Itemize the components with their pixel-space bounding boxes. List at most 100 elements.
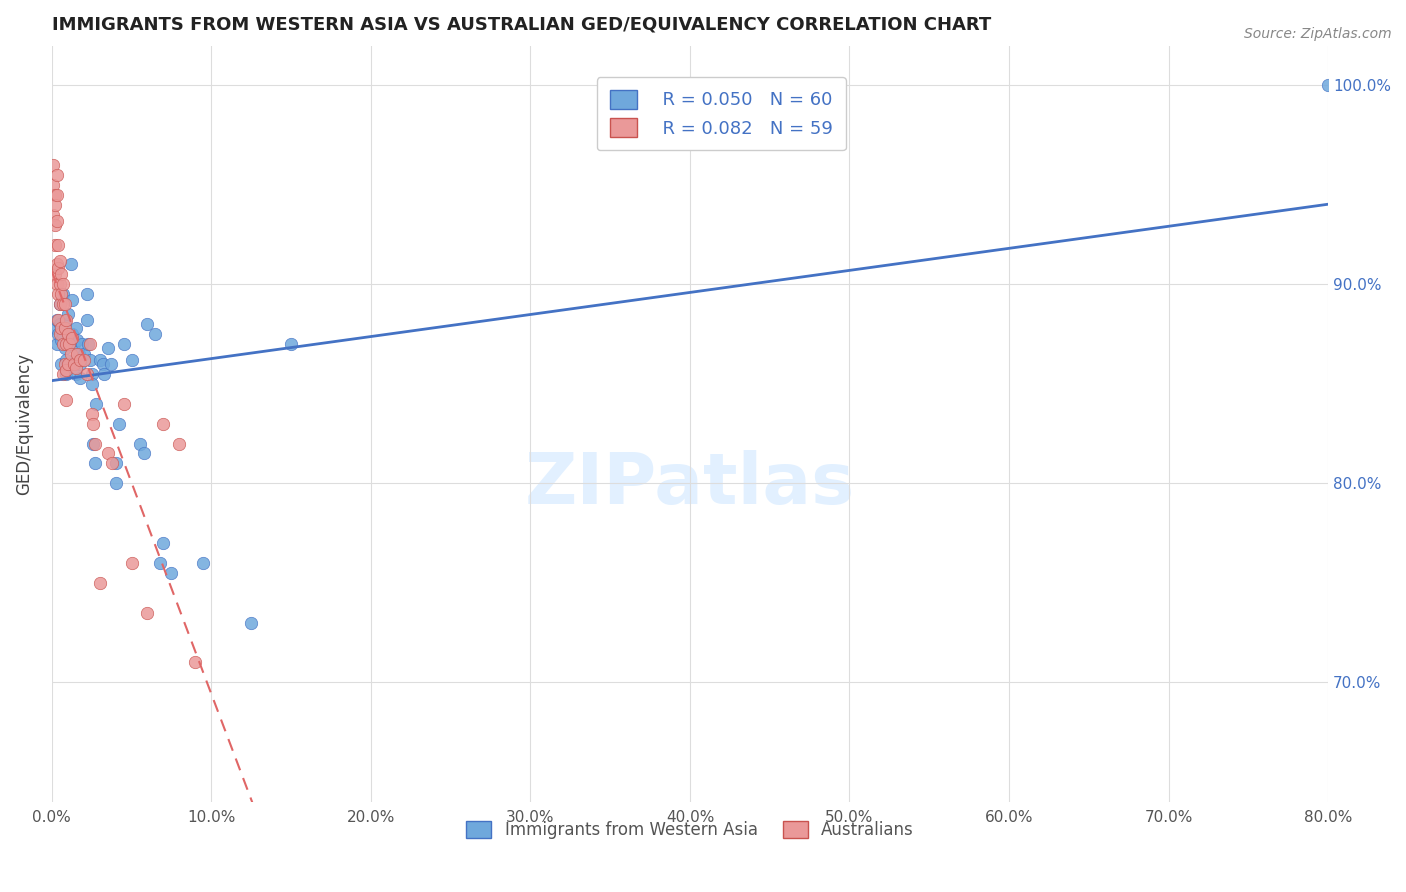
Point: [44, 198, 66, 212]
Point: [121, 556, 143, 570]
Point: [89, 575, 111, 590]
Point: [160, 566, 183, 580]
Point: [45, 168, 67, 182]
Point: [280, 337, 302, 351]
Point: [70, 337, 93, 351]
Point: [193, 556, 215, 570]
Point: [58, 337, 80, 351]
Point: [42, 158, 65, 172]
Point: [65, 321, 87, 335]
Text: IMMIGRANTS FROM WESTERN ASIA VS AUSTRALIAN GED/EQUIVALENCY CORRELATION CHART: IMMIGRANTS FROM WESTERN ASIA VS AUSTRALI…: [52, 15, 991, 33]
Point: [48, 297, 70, 311]
Point: [46, 261, 69, 276]
Point: [52, 327, 75, 342]
Point: [45, 277, 67, 292]
Point: [63, 337, 86, 351]
Point: [82, 417, 104, 431]
Point: [44, 321, 66, 335]
Point: [97, 446, 120, 460]
Point: [69, 353, 91, 368]
Point: [44, 218, 66, 232]
Point: [56, 357, 79, 371]
Point: [53, 317, 76, 331]
Point: [69, 371, 91, 385]
Point: [121, 353, 143, 368]
Point: [51, 357, 73, 371]
Point: [55, 363, 77, 377]
Point: [55, 392, 77, 407]
Point: [48, 277, 70, 292]
Point: [53, 357, 76, 371]
Point: [62, 293, 84, 308]
Point: [83, 436, 105, 450]
Point: [77, 337, 100, 351]
Point: [63, 357, 86, 371]
Point: [55, 367, 77, 381]
Point: [240, 615, 263, 630]
Point: [52, 297, 75, 311]
Point: [45, 258, 67, 272]
Point: [46, 313, 69, 327]
Point: [76, 367, 98, 381]
Point: [80, 367, 103, 381]
Point: [52, 367, 75, 381]
Y-axis label: GED/Equivalency: GED/Equivalency: [15, 352, 32, 495]
Point: [134, 446, 156, 460]
Point: [152, 536, 174, 550]
Point: [184, 656, 207, 670]
Point: [53, 297, 76, 311]
Point: [83, 457, 105, 471]
Point: [56, 327, 79, 342]
Point: [152, 417, 174, 431]
Point: [45, 337, 67, 351]
Point: [52, 337, 75, 351]
Text: ZIPatlas: ZIPatlas: [524, 450, 855, 518]
Point: [44, 187, 66, 202]
Point: [76, 287, 98, 301]
Point: [62, 331, 84, 345]
Text: Source: ZipAtlas.com: Source: ZipAtlas.com: [1244, 27, 1392, 41]
Point: [48, 297, 70, 311]
Point: [76, 313, 98, 327]
Point: [69, 357, 91, 371]
Point: [145, 327, 167, 342]
Point: [112, 337, 135, 351]
Point: [53, 341, 76, 355]
Point: [104, 457, 127, 471]
Point: [44, 237, 66, 252]
Point: [79, 353, 101, 368]
Point: [53, 321, 76, 335]
Point: [149, 556, 172, 570]
Point: [112, 397, 135, 411]
Point: [65, 360, 87, 375]
Point: [89, 353, 111, 368]
Point: [48, 327, 70, 342]
Point: [55, 337, 77, 351]
Point: [169, 436, 191, 450]
Point: [93, 367, 115, 381]
Point: [58, 357, 80, 371]
Point: [48, 317, 70, 331]
Point: [42, 178, 65, 192]
Point: [51, 287, 73, 301]
Point: [136, 606, 159, 620]
Point: [56, 307, 79, 321]
Point: [136, 317, 159, 331]
Point: [46, 237, 69, 252]
Point: [97, 341, 120, 355]
Point: [100, 357, 122, 371]
Point: [67, 347, 90, 361]
Point: [56, 337, 79, 351]
Point: [46, 287, 69, 301]
Point: [52, 287, 75, 301]
Point: [51, 268, 73, 282]
Point: [1317, 78, 1340, 93]
Point: [91, 357, 114, 371]
Point: [79, 337, 101, 351]
Point: [80, 376, 103, 391]
Point: [66, 347, 89, 361]
Point: [45, 313, 67, 327]
Point: [66, 333, 89, 347]
Point: [104, 476, 127, 491]
Point: [44, 268, 66, 282]
